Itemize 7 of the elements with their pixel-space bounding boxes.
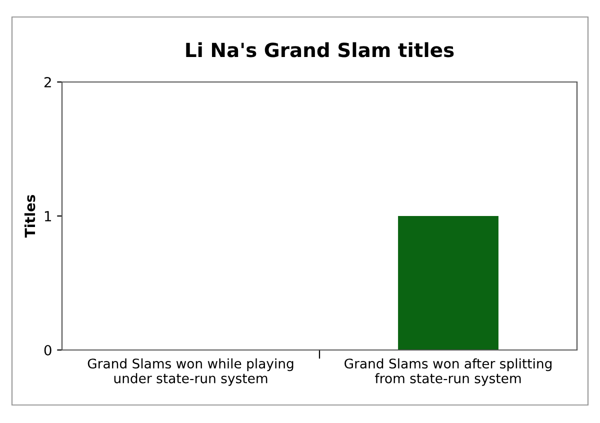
y-axis-title: Titles (24, 195, 36, 238)
chart-title: Li Na's Grand Slam titles (186, 42, 454, 58)
x-tick-label: Grand Slams won after splitting from state-run system (344, 358, 552, 386)
y-tick-label: 2 (44, 76, 51, 88)
y-tick-label: 0 (44, 344, 52, 356)
x-tick-label: Grand Slams won while playing under state-run system (88, 358, 294, 386)
y-tick-label: 1 (44, 211, 51, 222)
